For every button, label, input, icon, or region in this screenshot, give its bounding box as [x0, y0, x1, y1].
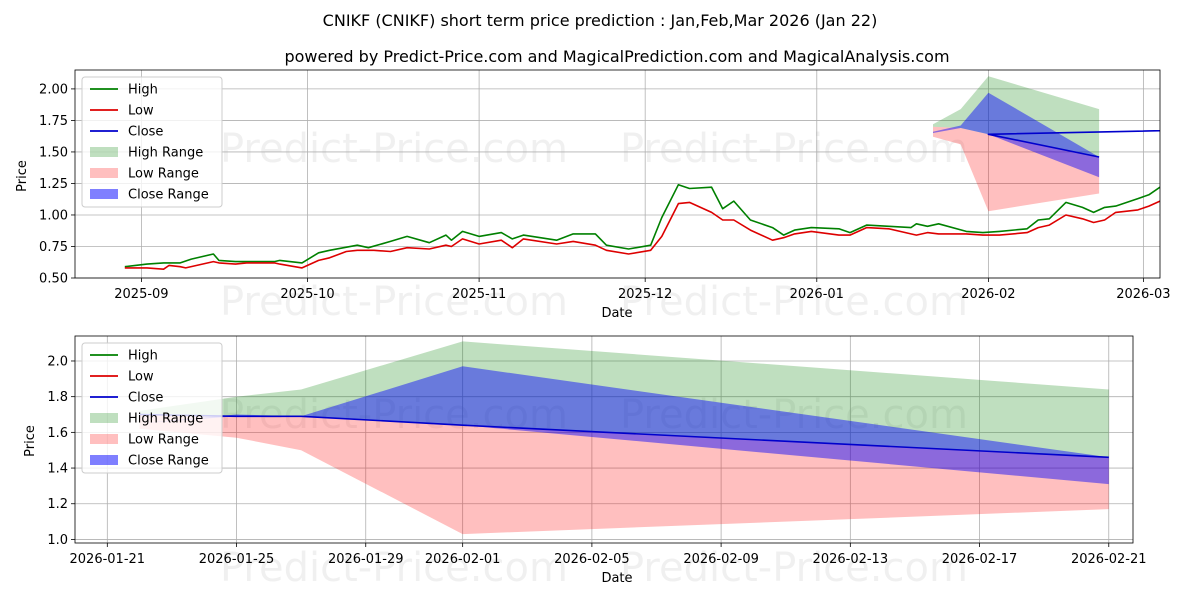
x-tick-label: 2025-09 — [114, 287, 168, 302]
legend-label-close-range: Close Range — [128, 454, 209, 469]
x-tick-label: 2026-01-21 — [70, 552, 146, 567]
legend-swatch-high-range — [90, 413, 118, 423]
y-tick-label: 1.75 — [39, 114, 68, 129]
x-tick-label: 2025-10 — [280, 287, 334, 302]
legend-label-close: Close — [128, 391, 163, 406]
watermark-text: Predict-Price.com — [220, 279, 568, 325]
legend-label-high-range: High Range — [128, 412, 203, 427]
plot-frame — [74, 335, 1134, 544]
x-tick-label: 2025-11 — [452, 287, 506, 302]
close-series-line — [987, 129, 1160, 158]
watermark-text: Predict-Price.com — [620, 392, 968, 438]
close-range-band — [139, 366, 1109, 485]
x-tick-label: 2026-01-25 — [199, 552, 275, 567]
y-tick-label: 1.25 — [39, 177, 68, 192]
y-tick-label: 1.00 — [39, 208, 68, 223]
legend-label-low: Low — [128, 104, 154, 119]
watermark-text: Predict-Price.com — [620, 279, 968, 325]
low-series-line — [124, 200, 1160, 271]
top-x-axis-label: Date — [601, 306, 632, 321]
legend-label-low-range: Low Range — [128, 167, 199, 182]
legend-swatch-low-range — [90, 434, 118, 444]
x-tick-label: 2026-02-17 — [942, 552, 1018, 567]
plot-frame — [74, 69, 1161, 279]
y-tick-label: 1.8 — [47, 390, 68, 405]
bottom-panel: Predict-Price.com Predict-Price.com Predic… — [47, 335, 1147, 591]
y-tick-label: 1.4 — [47, 462, 68, 477]
high-range-band — [933, 76, 1100, 157]
high-range-band — [139, 341, 1109, 458]
watermark-text: Predict-Price.com — [620, 126, 968, 172]
y-tick-label: 2.00 — [39, 82, 68, 97]
top-y-axis-label: Price — [15, 160, 30, 192]
x-tick-label: 2026-02-13 — [813, 552, 889, 567]
low-range-band — [933, 126, 1100, 212]
y-tick-label: 2.0 — [47, 354, 68, 369]
watermark-text: Predict-Price.com — [220, 545, 568, 591]
chart-subtitle: powered by Predict-Price.com and Magical… — [284, 47, 949, 66]
plot-area — [139, 341, 1109, 535]
x-tick-label: 2026-02-05 — [554, 552, 630, 567]
y-tick-label: 1.50 — [39, 145, 68, 160]
y-tick-label: 1.0 — [47, 533, 68, 548]
y-tick-label: 0.50 — [39, 272, 68, 287]
y-tick-label: 1.2 — [47, 497, 68, 512]
high-series-line — [124, 183, 1160, 268]
low-range-band — [139, 414, 1109, 535]
legend-label-high-range: High Range — [128, 146, 203, 161]
top-panel: Predict-Price.com Predict-Price.com Predic… — [39, 69, 1171, 325]
x-tick-label: 2026-03 — [1116, 287, 1170, 302]
bottom-y-axis-label: Price — [23, 425, 38, 457]
legend-swatch-low-range — [90, 168, 118, 178]
legend: High Low Close High Range Low Range Close Ran… — [81, 342, 223, 474]
legend-label-low: Low — [128, 370, 154, 385]
x-tick-label: 2025-12 — [618, 287, 672, 302]
close-range-band — [933, 92, 1100, 178]
legend-label-high: High — [128, 83, 158, 98]
x-tick-label: 2026-01 — [790, 287, 844, 302]
plot-area — [124, 76, 1160, 271]
legend-label-low-range: Low Range — [128, 433, 199, 448]
x-tick-label: 2026-02-01 — [425, 552, 501, 567]
legend-label-close-range: Close Range — [128, 188, 209, 203]
y-tick-label: 1.6 — [47, 426, 68, 441]
watermark-text: Predict-Price.com — [220, 392, 568, 438]
legend-swatch-close-range — [90, 189, 118, 199]
legend-label-close: Close — [128, 125, 163, 140]
x-tick-label: 2026-02-21 — [1071, 552, 1147, 567]
x-tick-label: 2026-02 — [961, 287, 1015, 302]
legend-label-high: High — [128, 349, 158, 364]
watermark-text: Predict-Price.com — [220, 126, 568, 172]
legend: High Low Close High Range Low Range Close Ran… — [81, 76, 223, 208]
bottom-x-axis-label: Date — [601, 571, 632, 586]
legend-swatch-high-range — [90, 147, 118, 157]
chart-title: CNIKF (CNIKF) short term price predictio… — [323, 11, 878, 30]
watermark-text: Predict-Price.com — [620, 545, 968, 591]
x-tick-label: 2026-01-29 — [328, 552, 404, 567]
legend-swatch-close-range — [90, 455, 118, 465]
y-tick-label: 0.75 — [39, 240, 68, 255]
x-tick-label: 2026-02-09 — [683, 552, 759, 567]
